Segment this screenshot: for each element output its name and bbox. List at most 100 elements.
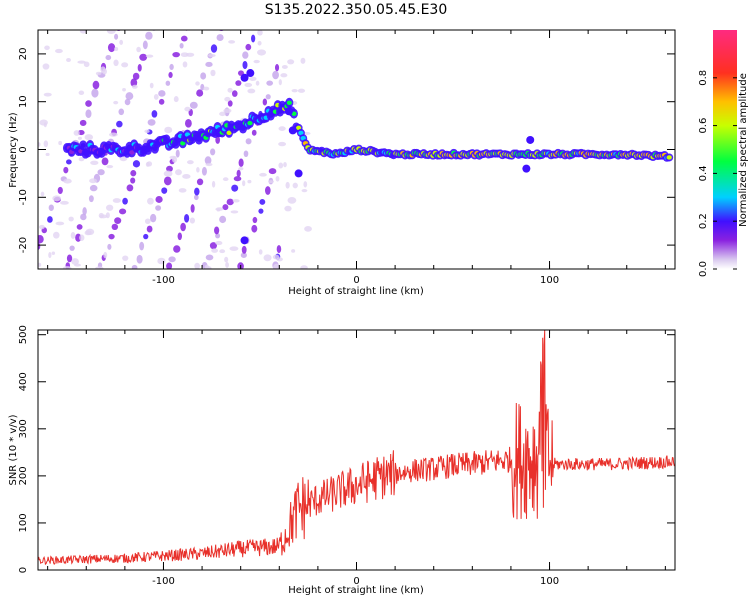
spectrogram-noise-blob — [283, 162, 287, 168]
spectrogram-noise-blob — [303, 131, 311, 136]
spectrogram-streak-blob — [89, 184, 98, 192]
spectrogram-streak-blob — [111, 223, 119, 231]
spectrogram-streak-blob — [168, 71, 173, 79]
spectrogram-streak-blob — [243, 150, 249, 158]
spectrogram-noise-blob — [229, 246, 239, 251]
spectrogram-band-core — [666, 155, 672, 160]
spectrogram-noise-blob — [48, 252, 52, 259]
spectrogram-noise-blob — [263, 254, 272, 262]
spectrogram-noise-blob — [145, 54, 154, 58]
spectrogram-streak-blob — [235, 80, 242, 86]
spectrogram-noise-blob — [173, 96, 179, 103]
spectrogram-noise-blob — [300, 265, 308, 269]
spectrogram-noise-blob — [147, 197, 154, 205]
spectrogram-noise-blob — [230, 210, 239, 214]
spectrogram-streak-blob — [27, 262, 35, 270]
spectrogram-streak-blob — [169, 63, 174, 71]
spectrogram-streak-blob — [172, 52, 180, 58]
spectrogram-noise-blob — [195, 81, 200, 86]
spectrogram-streak-blob — [38, 242, 41, 251]
spectrogram-noise-blob — [136, 46, 141, 53]
spectrogram-noise-blob — [219, 249, 226, 254]
spectrogram-streak-blob — [265, 94, 271, 100]
spectrogram-noise-blob — [211, 180, 216, 188]
spectrogram-noise-blob — [78, 90, 85, 96]
spectrogram-streak-blob — [268, 168, 277, 175]
spectrogram-noise-blob — [89, 178, 98, 184]
spectrogram-noise-blob — [106, 30, 116, 35]
spectrogram-streak-blob — [69, 245, 75, 251]
spectrogram-streak-blob — [114, 33, 119, 40]
spectrogram-noise-blob — [163, 170, 173, 177]
spectrogram-noise-blob — [300, 57, 306, 64]
spectrogram-streak-blob — [272, 70, 279, 80]
spectrogram-streak-blob — [179, 42, 184, 49]
spectrogram-noise-blob — [157, 257, 166, 265]
spectrogram-outlier — [288, 126, 297, 135]
spectrogram-streak-blob — [214, 226, 220, 235]
spectrogram-streak-blob — [163, 176, 172, 186]
spectrogram-noise-blob — [40, 191, 45, 197]
spectrogram-streak-blob — [215, 233, 221, 239]
spectrogram-streak-blob — [238, 158, 244, 167]
spectrogram-noise-blob — [273, 263, 280, 269]
spectrogram-streak-blob — [76, 224, 83, 230]
spectrogram-streak-blob — [125, 92, 134, 101]
spectrogram-streak-blob — [137, 64, 142, 72]
spectrogram-noise-blob — [291, 249, 296, 253]
spectrogram-y-axis-label: Frequency (Hz) — [8, 112, 19, 188]
spectrogram-noise-blob — [112, 198, 121, 203]
spectrogram-streak-blob — [136, 254, 143, 264]
spectrogram-noise-blob — [60, 200, 69, 205]
spectrogram-streak-blob — [155, 196, 163, 203]
spectrogram-noise-blob — [131, 84, 138, 89]
figure-title: S135.2022.350.05.45.E30 — [265, 2, 448, 18]
spectrogram-streak-blob — [210, 148, 216, 156]
spectrogram-noise-blob — [284, 205, 292, 212]
colorbar-tick-label: 0.0 — [698, 261, 709, 277]
spectrogram-noise-blob — [257, 40, 262, 46]
spectrogram-noise-blob — [253, 59, 260, 64]
spectrogram-noise-blob — [281, 65, 288, 69]
spectrogram-streak-blob — [118, 108, 125, 116]
spectrogram-streak-blob — [132, 160, 141, 168]
spectrogram-noise-blob — [109, 132, 118, 137]
spectrogram-streak-blob — [216, 34, 224, 41]
spectrogram-noise-blob — [194, 262, 201, 269]
spectrogram-noise-blob — [186, 160, 194, 165]
spectrogram-noise-blob — [257, 49, 267, 56]
spectrogram-noise-blob — [287, 59, 295, 65]
spectrogram-streak-blob — [251, 224, 258, 233]
spectrogram-y-tick-label: 0 — [18, 146, 29, 152]
spectrogram-band-core — [129, 150, 135, 155]
spectrogram-streak-blob — [107, 43, 116, 53]
spectrogram-noise-blob — [73, 130, 80, 136]
spectrogram-outlier — [522, 164, 531, 173]
spectrogram-noise-blob — [257, 30, 263, 36]
spectrogram-noise-blob — [164, 126, 173, 134]
spectrogram-noise-blob — [144, 218, 151, 225]
spectrogram-noise-blob — [224, 96, 231, 102]
spectrogram-streak-blob — [101, 157, 109, 166]
spectrogram-noise-blob — [122, 255, 129, 261]
spectrogram-streak-blob — [108, 233, 115, 240]
spectrogram-streak-blob — [38, 235, 44, 244]
spectrogram-noise-blob — [178, 188, 187, 193]
spectrogram-streak-blob — [143, 233, 149, 240]
spectrogram-streak-blob — [88, 195, 94, 203]
spectrogram-streak-blob — [240, 252, 247, 258]
spectrogram-streak-blob — [252, 22, 260, 30]
spectrogram-noise-blob — [247, 179, 252, 184]
spectrogram-streak-blob — [266, 80, 274, 86]
snr-x-tick-label: 100 — [540, 576, 559, 587]
snr-series-line — [38, 330, 675, 566]
spectrogram-streak-blob — [219, 215, 227, 224]
spectrogram-streak-blob — [132, 72, 140, 80]
snr-x-axis-label: Height of straight line (km) — [288, 585, 424, 596]
spectrogram-noise-blob — [149, 82, 154, 89]
spectrogram-noise-blob — [189, 217, 196, 224]
spectrogram-noise-blob — [43, 92, 52, 97]
spectrogram-streak-blob — [222, 204, 229, 211]
spectrogram-noise-blob — [278, 162, 284, 169]
colorbar-label: Normalized spectral amplitude — [738, 73, 749, 227]
